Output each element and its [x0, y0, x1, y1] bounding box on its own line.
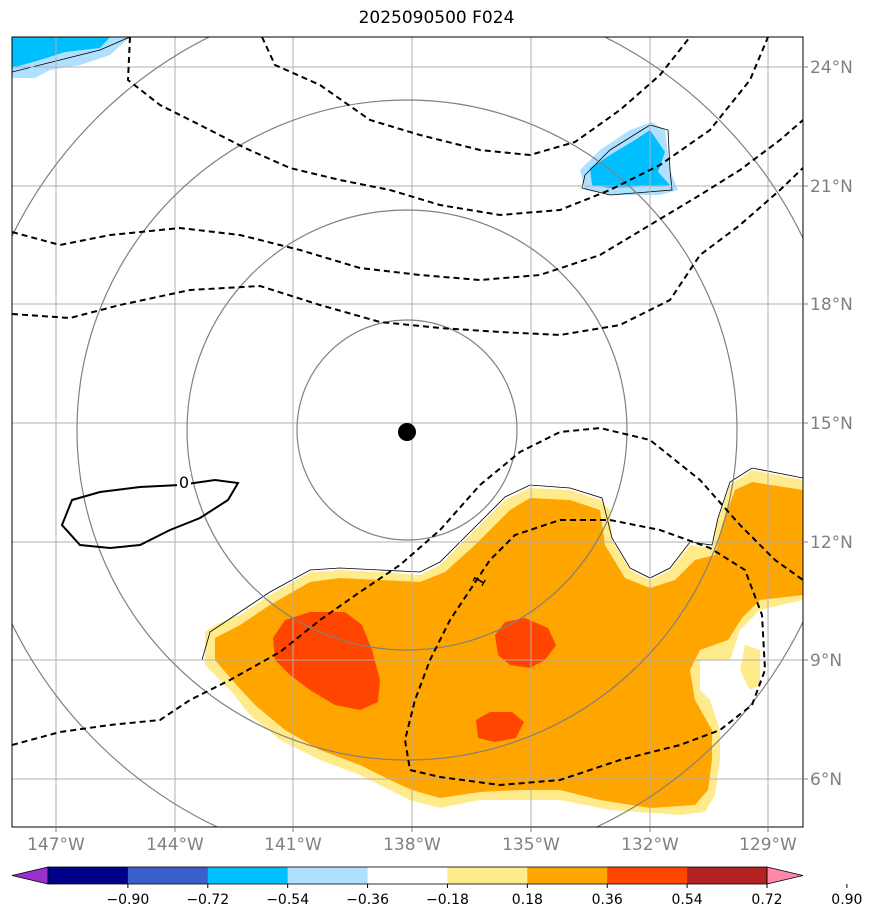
- lon-label: 132°W: [621, 835, 679, 855]
- colorbar-tick-label: 0.90: [831, 892, 862, 908]
- longitude-labels: 147°W 144°W 141°W 138°W 135°W 132°W 129°…: [27, 835, 797, 855]
- lon-label: 147°W: [27, 835, 85, 855]
- map-area: 0 1: [12, 37, 803, 827]
- colorbar-tick-label: −0.18: [426, 892, 469, 908]
- range-rings: [12, 37, 803, 827]
- colorbar-tick-label: −0.90: [106, 892, 149, 908]
- colorbar-extend-high: [766, 866, 804, 885]
- colorbar: −0.90 −0.72 −0.54 −0.36 −0.18 0.18 0.36 0.54 0.7…: [11, 866, 862, 908]
- colorbar-segment: [127, 867, 209, 884]
- dashed-contours: [12, 37, 803, 787]
- colorbar-segment: [607, 867, 688, 884]
- lon-label: 129°W: [739, 835, 797, 855]
- colorbar-tick-label: 0.54: [672, 892, 703, 908]
- colorbar-segment: [527, 867, 608, 884]
- lat-label: 21°N: [810, 177, 853, 197]
- lat-label: 15°N: [810, 414, 853, 434]
- map-title: 2025090500 F024: [358, 8, 515, 28]
- lon-label: 138°W: [383, 835, 441, 855]
- map-frame: [11, 36, 804, 828]
- positive-anomaly-region: [205, 470, 803, 815]
- lat-label: 6°N: [810, 770, 842, 790]
- lat-label: 12°N: [810, 533, 853, 553]
- colorbar-tick-label: −0.72: [186, 892, 229, 908]
- lon-label: 135°W: [502, 835, 560, 855]
- colorbar-tick-label: −0.54: [266, 892, 309, 908]
- colorbar-tick-label: 0.36: [592, 892, 623, 908]
- colorbar-segment: [687, 867, 768, 884]
- colorbar-segment: [447, 867, 528, 884]
- colorbar-tick-label: 0.72: [751, 892, 782, 908]
- lat-label: 9°N: [810, 651, 842, 671]
- lon-label: 141°W: [264, 835, 322, 855]
- colorbar-frame: [47, 866, 768, 885]
- colorbar-segment: [367, 867, 448, 884]
- colorbar-extend-low: [11, 866, 49, 885]
- graticule: [12, 37, 803, 827]
- colorbar-tick-label: −0.36: [346, 892, 389, 908]
- storm-center-dot: [398, 423, 416, 441]
- colorbar-tick-label: 0.18: [512, 892, 543, 908]
- lat-label: 18°N: [810, 295, 853, 315]
- colorbar-segment: [48, 867, 129, 884]
- colorbar-segment: [287, 867, 369, 884]
- colorbar-segment: [207, 867, 289, 884]
- contour-label-zero: 0: [179, 473, 189, 492]
- zero-contour: [60, 478, 240, 550]
- lat-label: 24°N: [810, 58, 853, 78]
- latitude-labels: 24°N 21°N 18°N 15°N 12°N 9°N 6°N: [810, 58, 853, 790]
- negative-anomaly-region: [12, 37, 678, 195]
- lon-label: 144°W: [146, 835, 204, 855]
